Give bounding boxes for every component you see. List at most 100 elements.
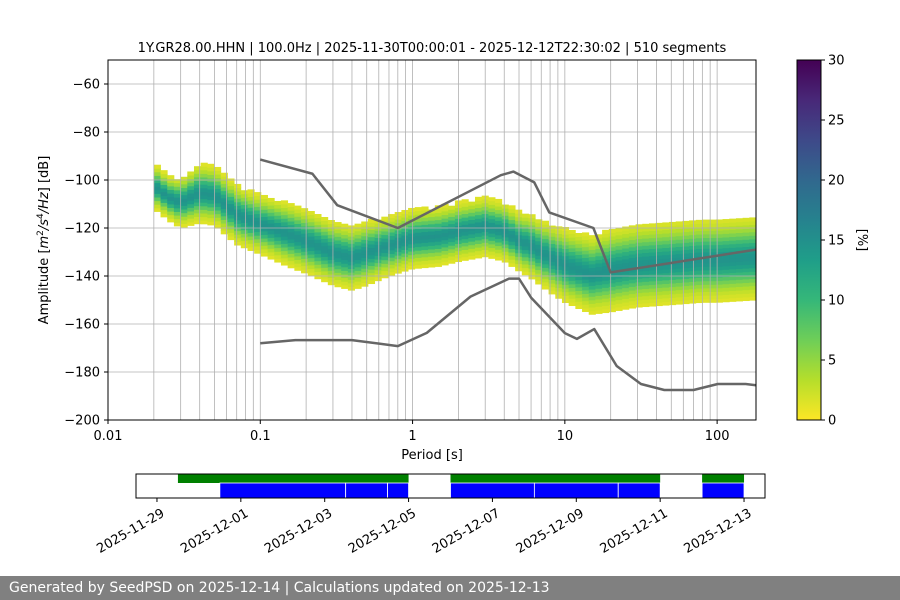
pdf-cell xyxy=(287,228,295,233)
pdf-cell xyxy=(742,289,750,294)
pdf-cell xyxy=(354,238,362,243)
pdf-cell xyxy=(642,288,650,293)
pdf-cell xyxy=(735,229,744,234)
pdf-cell xyxy=(474,214,483,219)
pdf-cell xyxy=(334,272,342,277)
pdf-cell xyxy=(628,268,636,273)
pdf-cell xyxy=(240,215,248,220)
pdf-cell xyxy=(588,310,596,315)
pdf-cell xyxy=(207,174,215,179)
pdf-cell xyxy=(307,272,315,277)
pdf-cell xyxy=(367,254,376,259)
pdf-cell xyxy=(501,236,509,241)
pdf-cell xyxy=(541,227,549,232)
pdf-cell xyxy=(314,275,322,280)
pdf-cell xyxy=(535,237,543,242)
pdf-cell xyxy=(662,229,670,234)
pdf-cell xyxy=(535,233,543,238)
pdf-cell xyxy=(247,228,255,233)
pdf-cell xyxy=(722,219,730,224)
pdf-cell xyxy=(394,255,402,260)
pdf-cell xyxy=(662,265,670,270)
pdf-cell xyxy=(274,204,282,209)
pdf-cell xyxy=(695,291,703,296)
pdf-cell xyxy=(260,209,268,214)
pdf-cell xyxy=(361,253,369,258)
pdf-cell xyxy=(200,166,208,171)
pdf-cell xyxy=(548,279,556,284)
pdf-cell xyxy=(715,291,723,296)
pdf-cell xyxy=(669,250,677,255)
pdf-cell xyxy=(200,191,208,196)
pdf-cell xyxy=(421,213,429,218)
pdf-cell xyxy=(173,211,181,216)
pdf-cell xyxy=(341,266,349,271)
pdf-cell xyxy=(274,208,282,213)
pdf-cell xyxy=(180,216,188,221)
pdf-cell xyxy=(655,302,663,307)
pdf-cell xyxy=(367,272,376,277)
pdf-cell xyxy=(367,265,376,270)
pdf-cell xyxy=(642,249,650,254)
pdf-cell xyxy=(234,241,242,246)
pdf-cell xyxy=(287,246,295,251)
pdf-cell xyxy=(561,248,570,253)
pdf-cell xyxy=(448,238,456,243)
pdf-cell xyxy=(381,259,389,264)
pdf-cell xyxy=(227,196,235,201)
pdf-cell xyxy=(367,269,376,274)
pdf-cell xyxy=(474,240,483,245)
pdf-cell xyxy=(448,252,456,257)
pdf-cell xyxy=(207,210,215,215)
pdf-cell xyxy=(381,231,389,236)
pdf-cell xyxy=(327,223,335,228)
pdf-cell xyxy=(588,238,596,243)
pdf-cell xyxy=(702,295,710,300)
pdf-cell xyxy=(388,268,396,273)
pdf-cell xyxy=(541,263,549,268)
pdf-cell xyxy=(528,221,536,226)
pdf-cell xyxy=(682,282,690,287)
pdf-cell xyxy=(167,200,175,205)
pdf-cell xyxy=(381,223,389,228)
pdf-cell xyxy=(648,302,657,307)
pdf-cell xyxy=(555,262,563,267)
pdf-cell xyxy=(234,183,242,188)
pdf-cell xyxy=(220,179,228,184)
pdf-cell xyxy=(675,232,683,237)
pdf-cell xyxy=(488,208,496,213)
pdf-cell xyxy=(474,232,483,237)
pdf-cell xyxy=(615,256,623,261)
pdf-cell xyxy=(421,264,429,269)
pdf-cell xyxy=(160,195,168,200)
pdf-cell xyxy=(615,234,623,239)
pdf-cell xyxy=(428,223,436,228)
pdf-cell xyxy=(602,237,610,242)
pdf-cell xyxy=(327,252,335,257)
pdf-cell xyxy=(521,246,529,251)
pdf-cell xyxy=(595,263,603,268)
pdf-cell xyxy=(220,230,228,235)
pdf-cell xyxy=(689,285,697,290)
pdf-cell xyxy=(461,210,469,215)
pdf-cell xyxy=(568,294,576,299)
pdf-cell xyxy=(428,234,436,239)
pdf-cell xyxy=(220,212,228,217)
pdf-cell xyxy=(388,271,396,276)
pdf-cell xyxy=(394,237,402,242)
pdf-cell xyxy=(521,224,529,229)
pdf-cell xyxy=(561,266,570,271)
y-tick-label: −160 xyxy=(64,318,100,333)
pdf-cell xyxy=(521,235,529,240)
pdf-cell xyxy=(495,206,503,211)
pdf-cell xyxy=(173,218,181,223)
pdf-cell xyxy=(655,266,663,271)
pdf-cell xyxy=(541,260,549,265)
pdf-cell xyxy=(207,170,215,175)
pdf-cell xyxy=(695,227,703,232)
pdf-cell xyxy=(669,236,677,241)
pdf-cell xyxy=(628,246,636,251)
pdf-cell xyxy=(735,236,744,241)
pdf-cell xyxy=(662,272,670,277)
pdf-cell xyxy=(689,270,697,275)
